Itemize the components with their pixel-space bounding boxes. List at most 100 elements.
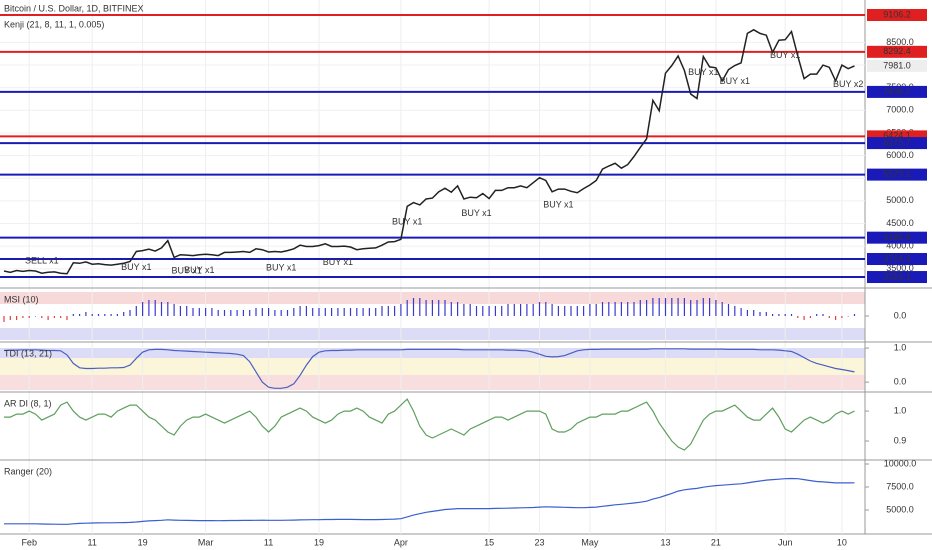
y-tick-label: 1.0 (894, 342, 907, 352)
bar (835, 316, 837, 320)
x-tick-label: 19 (314, 537, 324, 547)
bar (217, 310, 219, 316)
bar (727, 304, 730, 316)
bar (450, 302, 452, 316)
bar (809, 316, 811, 318)
y-tick-label: 6000.0 (886, 150, 914, 160)
annotation: BUY x1 (770, 50, 800, 60)
bar (41, 316, 43, 318)
bar (343, 308, 345, 316)
bar (337, 308, 339, 316)
bar (261, 308, 263, 316)
bar (211, 308, 213, 316)
bar (129, 310, 131, 316)
bar (173, 304, 175, 316)
pane-title: Ranger (20) (4, 466, 52, 476)
bar (142, 302, 144, 316)
bar (557, 306, 559, 316)
y-tick-label: 3500.0 (886, 263, 914, 273)
price-level-box (867, 45, 927, 58)
bar (501, 306, 503, 316)
bar (532, 304, 534, 316)
annotation: BUY x1 (266, 262, 296, 272)
bar (828, 316, 830, 318)
bar (797, 316, 799, 318)
bar (305, 306, 307, 316)
bar (822, 314, 824, 316)
bar (759, 312, 761, 316)
bar (520, 304, 522, 316)
bar (431, 300, 433, 316)
x-tick-label: 11 (264, 537, 273, 547)
bar (419, 298, 421, 316)
price-level-box (867, 8, 927, 21)
price-level-label: 4185.9 (883, 232, 911, 242)
bar (167, 302, 169, 316)
bar (601, 302, 604, 316)
price-level-box (867, 137, 927, 150)
bar (753, 310, 755, 316)
bar (639, 300, 641, 316)
price-level-label: 7406.7 (883, 86, 911, 96)
bar (324, 308, 326, 316)
bar (412, 298, 415, 316)
bar (772, 314, 774, 316)
annotation: SELL x1 (25, 256, 59, 266)
bar (47, 316, 49, 320)
pane-title: MSI (10) (4, 294, 39, 304)
x-tick-label: 23 (534, 537, 544, 547)
bar (387, 306, 389, 316)
bar (564, 306, 566, 316)
bar (280, 310, 282, 316)
pane-title: TDI (13, 21) (4, 348, 52, 358)
bar (394, 306, 396, 316)
series-line (3, 28, 855, 275)
bar (614, 302, 616, 316)
bar (545, 302, 547, 316)
bar (22, 316, 24, 318)
bar (721, 302, 723, 316)
bar (457, 302, 459, 316)
annotation: BUY x1 (172, 266, 202, 276)
bar (570, 306, 572, 316)
bar (97, 314, 100, 316)
bar (242, 310, 244, 316)
price-level-box (867, 271, 927, 284)
bar (469, 304, 471, 316)
bar (192, 308, 194, 316)
bar (740, 308, 742, 316)
bar (104, 314, 106, 316)
bar (312, 308, 314, 316)
bar (444, 300, 446, 316)
price-level-box (867, 168, 927, 181)
bar (406, 300, 408, 316)
bar (362, 308, 364, 316)
tdi-lower-band (0, 375, 865, 390)
y-tick-label: 1.0 (894, 405, 907, 415)
bar (576, 306, 578, 316)
bar (463, 304, 465, 316)
price-level-box (867, 85, 927, 98)
bar (746, 310, 748, 316)
bar (249, 310, 251, 316)
price-level-label: 3714.3 (883, 253, 911, 263)
bar (293, 308, 295, 316)
bar (633, 302, 635, 316)
bar (652, 298, 654, 316)
bar (715, 300, 717, 316)
bar (526, 304, 528, 316)
bar (482, 306, 484, 316)
price-level-label: 8292.4 (883, 46, 911, 56)
bar (778, 314, 780, 316)
price-level-label: 6424.1 (883, 131, 911, 141)
bar (627, 302, 629, 316)
annotation: BUY x1 (688, 67, 718, 77)
bar (368, 308, 370, 316)
msi-lower-band (0, 328, 865, 340)
bar (160, 302, 163, 316)
bar (9, 316, 11, 320)
bar (205, 308, 207, 316)
bar (702, 298, 704, 316)
bar (677, 298, 679, 316)
bar (154, 300, 156, 316)
